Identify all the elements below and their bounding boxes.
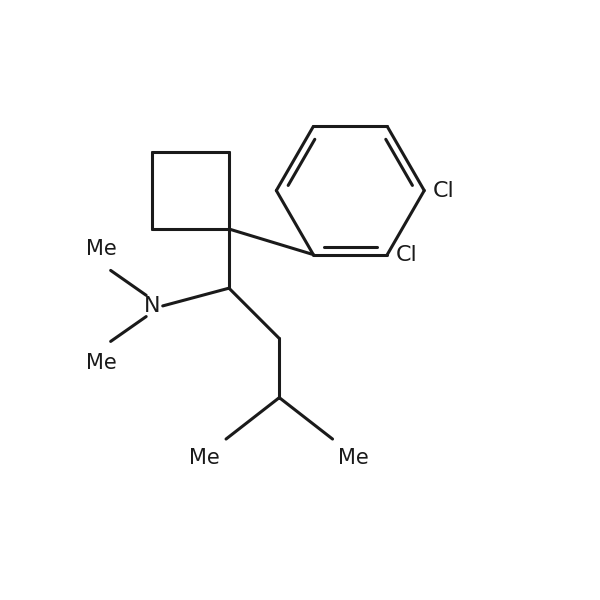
Text: Me: Me	[190, 448, 220, 468]
Text: Me: Me	[86, 239, 117, 259]
Text: Cl: Cl	[396, 245, 418, 265]
Text: N: N	[144, 296, 160, 316]
Text: Me: Me	[86, 353, 117, 373]
Text: Me: Me	[338, 448, 369, 468]
Text: Cl: Cl	[433, 181, 455, 200]
